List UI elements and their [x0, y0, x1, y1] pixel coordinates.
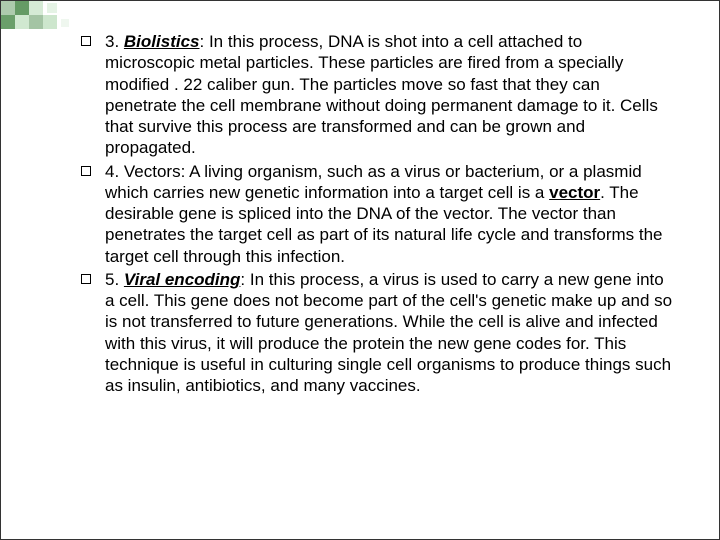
- item-term: Viral encoding: [124, 270, 241, 289]
- item-text: 3. Biolistics: In this process, DNA is s…: [105, 31, 674, 159]
- item-term: Biolistics: [124, 32, 200, 51]
- item-prefix: 5.: [105, 270, 124, 289]
- item-text: 5. Viral encoding: In this process, a vi…: [105, 269, 674, 397]
- item-prefix: 3.: [105, 32, 124, 51]
- slide-content: 3. Biolistics: In this process, DNA is s…: [81, 31, 674, 398]
- list-item: 5. Viral encoding: In this process, a vi…: [81, 269, 674, 397]
- list-item: 4. Vectors: A living organism, such as a…: [81, 161, 674, 267]
- list-item: 3. Biolistics: In this process, DNA is s…: [81, 31, 674, 159]
- item-term: vector: [549, 183, 600, 202]
- bullet-icon: [81, 274, 91, 284]
- corner-decoration: [1, 1, 91, 41]
- item-text: 4. Vectors: A living organism, such as a…: [105, 161, 674, 267]
- bullet-icon: [81, 166, 91, 176]
- bullet-icon: [81, 36, 91, 46]
